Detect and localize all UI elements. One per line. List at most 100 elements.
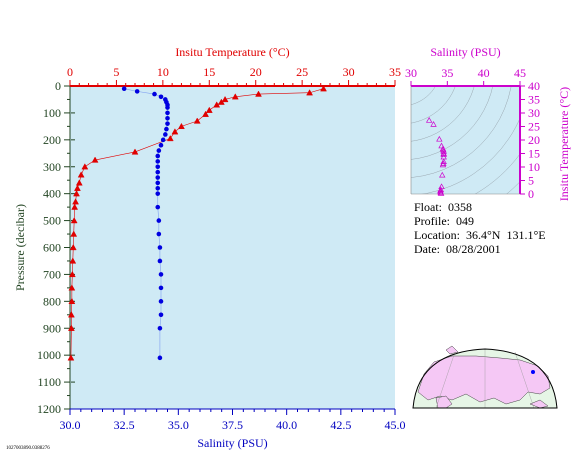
pressure-tick-label: 500 — [43, 214, 61, 228]
salinity-point — [121, 86, 127, 91]
ts-salinity-tick-label: 40 — [478, 66, 490, 80]
temperature-point — [213, 101, 221, 108]
salinity-point — [157, 258, 163, 264]
temperature-point — [67, 311, 75, 318]
temperature-tick-label: 25 — [296, 65, 308, 79]
salinity-tick-label: 40.0 — [276, 418, 297, 432]
salinity-point — [163, 132, 168, 137]
temperature-point — [221, 95, 229, 103]
temperature-point — [178, 122, 185, 130]
temperature-point — [320, 85, 327, 92]
salinity-point — [158, 272, 164, 277]
temperature-tick-label: 10 — [157, 65, 169, 79]
location-info: Location: 36.4°N 131.1°E — [414, 228, 546, 242]
salinity-point — [158, 142, 164, 148]
salinity-point — [157, 355, 163, 361]
float-location-marker — [531, 370, 535, 374]
pressure-tick-label: 300 — [43, 160, 61, 174]
temperature-point — [166, 134, 174, 142]
salinity-point — [156, 148, 162, 153]
ts-point — [440, 151, 447, 157]
temperature-point — [131, 148, 139, 155]
pressure-tick-label: 900 — [43, 321, 61, 335]
temperature-axis-title: Insitu Temperature (°C) — [175, 45, 289, 59]
ts-salinity-tick-label: 30 — [405, 66, 417, 80]
map-arctic-island — [445, 345, 459, 355]
salinity-point — [156, 231, 162, 237]
salinity-point — [165, 105, 170, 110]
temperature-point — [72, 198, 79, 205]
salinity-point — [165, 110, 170, 116]
salinity-tick-label: 32.5 — [114, 418, 135, 432]
salinity-point — [155, 204, 161, 210]
temperature-point — [73, 190, 80, 197]
salinity-tick-label: 45.0 — [385, 418, 406, 432]
salinity-point — [160, 137, 166, 143]
temperature-tick-label: 0 — [67, 65, 73, 79]
float-info: Float: 0358 — [414, 200, 473, 214]
temperature-point — [69, 243, 77, 251]
ts-temperature-tick-label: 5 — [528, 174, 534, 188]
temperature-point — [71, 203, 79, 210]
pressure-tick-label: 0 — [55, 79, 61, 93]
temperature-point — [193, 117, 201, 124]
temperature-tick-label: 20 — [250, 65, 262, 79]
ts-point — [437, 190, 445, 196]
ts-point — [439, 161, 447, 168]
salinity-point — [152, 91, 157, 97]
ts-temperature-tick-label: 30 — [528, 106, 540, 120]
temperature-point — [171, 128, 179, 135]
salinity-point — [155, 169, 161, 175]
pressure-tick-label: 100 — [43, 106, 61, 120]
pressure-tick-label: 1200 — [37, 402, 61, 416]
map-africa — [435, 395, 453, 409]
ts-temperature-tick-label: 10 — [528, 160, 540, 174]
date-info: Date: 08/28/2001 — [414, 242, 501, 256]
plot-area — [70, 86, 395, 409]
ts-temperature-tick-label: 0 — [528, 187, 534, 201]
salinity-point — [155, 185, 161, 191]
temperature-point — [81, 163, 89, 170]
ts-point — [430, 121, 437, 127]
temperature-tick-label: 15 — [203, 65, 215, 79]
salinity-point — [157, 325, 163, 331]
ts-salinity-axis-title: Salinity (PSU) — [430, 45, 500, 59]
temperature-point — [74, 184, 81, 191]
salinity-point — [155, 180, 161, 186]
salinity-point — [164, 126, 169, 132]
temperature-point — [75, 179, 83, 186]
salinity-tick-label: 35.0 — [168, 418, 189, 432]
ts-salinity-tick-label: 35 — [441, 66, 453, 80]
salinity-point — [158, 312, 164, 318]
salinity-point — [158, 94, 164, 100]
salinity-tick-label: 37.5 — [222, 418, 243, 432]
temperature-point — [217, 98, 225, 105]
ts-point — [425, 116, 433, 123]
ts-point — [440, 148, 447, 154]
temperature-point — [77, 171, 85, 178]
date-value: 08/28/2001 — [446, 242, 501, 256]
map-meridian — [514, 351, 535, 409]
salinity-point — [158, 285, 164, 291]
temperature-point — [70, 217, 78, 224]
pressure-tick-label: 400 — [43, 187, 61, 201]
map-outline — [412, 348, 558, 409]
temperature-point — [91, 156, 99, 163]
temperature-point — [231, 93, 239, 100]
temperature-tick-label: 35 — [389, 65, 401, 79]
salinity-tick-label: 42.5 — [330, 418, 351, 432]
salinity-axis-title: Salinity (PSU) — [197, 436, 267, 450]
salinity-point — [165, 121, 170, 126]
profile-info: Profile: 049 — [414, 214, 474, 228]
ts-point — [438, 142, 445, 149]
salinity-point — [155, 175, 161, 180]
temperature-point — [70, 230, 78, 237]
temperature-point — [68, 270, 76, 278]
salinity-tick-label: 30.0 — [60, 418, 81, 432]
ts-temperature-tick-label: 40 — [528, 79, 540, 93]
temperature-point — [67, 354, 75, 361]
temperature-point — [68, 284, 76, 291]
pressure-tick-label: 800 — [43, 294, 61, 308]
salinity-point — [155, 159, 161, 164]
